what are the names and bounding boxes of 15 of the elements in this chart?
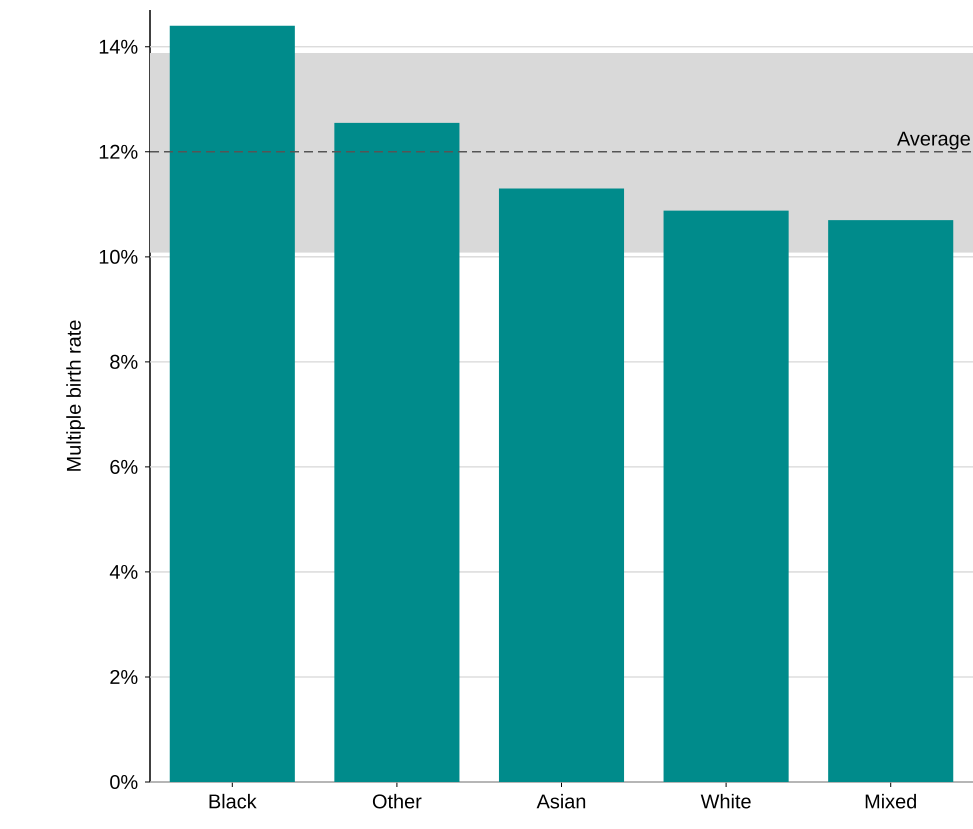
ref-line-label: Average (896, 132, 970, 150)
y-tick-label: 8% (110, 354, 138, 369)
y-tick-label: 2% (110, 670, 138, 684)
y-tick-label: 14% (100, 40, 138, 54)
x-tick-label: Black (210, 794, 257, 808)
y-tick-label: 0% (110, 774, 138, 790)
x-tick-label: Asian (536, 794, 586, 808)
x-tick-label: Other (372, 794, 422, 808)
y-tick-label: 6% (110, 460, 138, 474)
x-tick-label: Mixed (866, 794, 916, 808)
y-axis-title: Multiple birth rate (66, 320, 85, 471)
y-tick-label: 12% (100, 144, 138, 159)
y-tick-label: 10% (100, 250, 138, 264)
x-tick-label: White (700, 794, 751, 808)
y-tick-label: 4% (110, 564, 138, 579)
